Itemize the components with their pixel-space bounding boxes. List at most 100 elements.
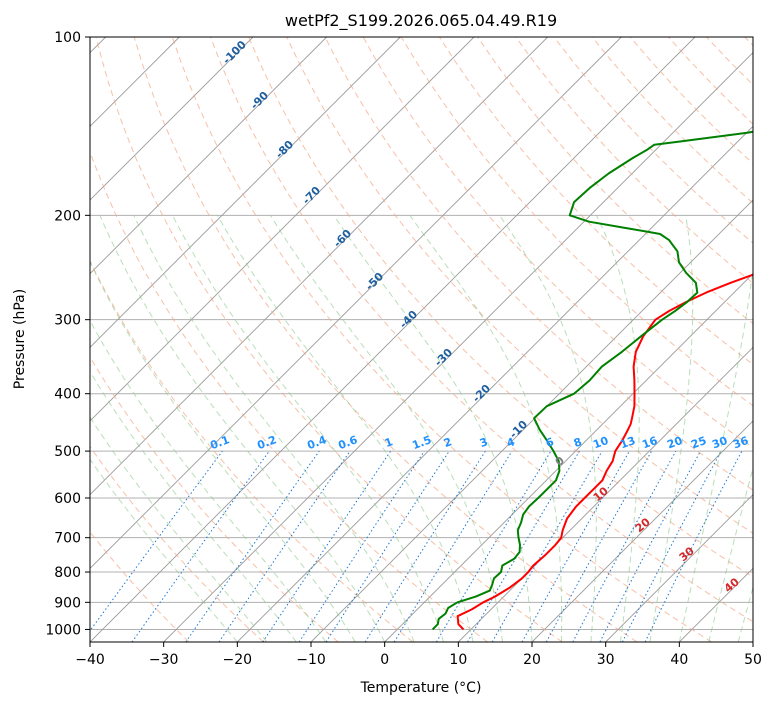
y-tick-label: 1000 <box>45 622 81 638</box>
mixing-ratio-line <box>364 450 486 642</box>
x-tick-label: 10 <box>449 652 467 668</box>
plot-area <box>90 37 753 642</box>
mixing-ratio-label: 1 <box>383 435 395 450</box>
mixing-ratio-line <box>521 450 630 642</box>
y-tick-label: 900 <box>54 595 81 611</box>
mixing-ratio-label: 30 <box>710 434 729 452</box>
dry-adiabat-label: -100 <box>220 38 249 67</box>
mixing-ratio-label: 16 <box>640 434 659 452</box>
dry-adiabat-line <box>90 356 339 642</box>
x-tick-label: 30 <box>597 652 615 668</box>
y-tick-label: 700 <box>54 531 81 547</box>
dry-adiabat-line <box>171 37 712 642</box>
mixing-ratio-label: 1.5 <box>410 433 433 452</box>
moist-adiabat-line <box>99 215 386 642</box>
moist-adiabat-line <box>90 416 268 642</box>
mixing-ratio-label: 4 <box>505 435 517 450</box>
isotherm-line <box>384 273 753 642</box>
y-tick-label: 500 <box>54 444 81 460</box>
moist-adiabat-line <box>409 215 563 642</box>
dry-adiabat-line <box>133 37 638 642</box>
dry-adiabat-label: -30 <box>432 346 455 369</box>
mixing-ratio-line <box>131 450 270 642</box>
dry-adiabat-label: -50 <box>363 270 386 293</box>
moist-adiabat-line <box>90 260 356 642</box>
moist-adiabat-line <box>133 215 415 642</box>
isotherm-line <box>163 52 753 642</box>
isotherm-line <box>458 346 753 642</box>
mixing-ratio-label: 36 <box>731 434 750 452</box>
mixing-ratio-label: 0.6 <box>336 433 359 452</box>
mixing-ratio-line <box>644 450 743 642</box>
x-tick-label: 20 <box>523 652 541 668</box>
mixing-ratio-line <box>572 450 677 642</box>
dry-adiabat-label: -20 <box>470 382 493 405</box>
mixing-ratio-line <box>90 450 223 632</box>
isotherm-line <box>237 125 753 642</box>
x-axis-label: Temperature (°C) <box>360 680 482 696</box>
mixing-ratio-line <box>467 450 580 642</box>
mixing-ratio-label: 0.2 <box>255 433 278 452</box>
dry-adiabat-line <box>90 445 264 642</box>
x-tick-label: 40 <box>670 652 688 668</box>
temperature-profile-line <box>456 273 753 631</box>
dry-adiabat-line <box>744 37 753 47</box>
x-axis: −40 −30 −20 −10 0 10 20 30 40 50 <box>75 642 762 668</box>
moist-adiabat-line <box>649 215 694 642</box>
isotherm-line <box>752 641 753 642</box>
y-tick-label: 800 <box>54 565 81 581</box>
mixing-ratio-label: 25 <box>689 434 708 451</box>
mixing-ratio-line <box>393 450 513 642</box>
mixing-ratio-line <box>185 450 320 642</box>
moist-adiabat-line <box>90 458 238 642</box>
dry-adiabat-label: -40 <box>397 308 420 331</box>
moist-adiabat-line <box>90 370 297 642</box>
isopleth-labels: -100-90-80-70-60-50-40-30-20-100.1 0.2 0.4… <box>208 38 750 595</box>
x-tick-label: −10 <box>296 652 326 668</box>
moist-adiabat-label: 30 <box>677 544 697 564</box>
mixing-ratio-label: 2 <box>442 435 454 450</box>
x-tick-label: −40 <box>75 652 105 668</box>
plot-frame <box>89 36 754 643</box>
moist-adiabat-line <box>333 215 533 642</box>
mixing-ratio-line <box>218 450 351 642</box>
dry-adiabat-line <box>90 259 414 642</box>
y-axis-label: Pressure (hPa) <box>12 289 28 389</box>
dry-adiabat-line <box>248 37 753 578</box>
isotherm-line <box>90 37 548 496</box>
mixing-ratio-label: 3 <box>478 435 490 450</box>
isotherm-line <box>531 420 753 642</box>
dry-adiabat-line <box>515 37 753 284</box>
mixing-ratio-line <box>262 450 392 642</box>
dry-adiabat-line <box>706 37 753 86</box>
dry-adiabat-line <box>286 37 753 534</box>
y-axis: 100 200 300 400 500 600 700 800 900 1000 <box>45 30 90 638</box>
y-tick-label: 200 <box>54 208 81 224</box>
isotherm-line <box>90 37 254 201</box>
mixing-ratio-label: 0.4 <box>305 433 328 452</box>
mixing-ratio-label: 10 <box>591 434 610 452</box>
moist-adiabat-line <box>678 265 753 642</box>
dry-adiabat-label: -80 <box>273 138 296 161</box>
dry-adiabat-line <box>95 37 563 642</box>
moist-adiabat-line <box>270 215 503 642</box>
moist-adiabat-label: 20 <box>633 515 653 535</box>
moist-adiabat-line <box>172 215 445 642</box>
isotherm-line <box>605 494 753 642</box>
mixing-ratio-line <box>545 450 653 642</box>
chart-title: wetPf2_S199.2026.065.04.49.R19 <box>285 11 557 31</box>
isotherm-line <box>90 37 327 275</box>
dry-adiabat-label: -70 <box>300 184 323 207</box>
dry-adiabat-label: -60 <box>331 227 354 250</box>
isotherm-line <box>310 199 753 642</box>
y-tick-label: 600 <box>54 491 81 507</box>
moist-adiabat-line <box>90 319 327 642</box>
moist-adiabat-label: 10 <box>591 484 611 504</box>
mixing-ratio-label: 0.1 <box>208 433 231 452</box>
isotherm-line <box>90 37 401 348</box>
dry-adiabat-line <box>210 37 753 623</box>
mixing-ratio-label: 13 <box>618 434 637 451</box>
moist-adiabat-line <box>596 215 640 642</box>
mixing-ratio-label: 6 <box>544 435 556 450</box>
